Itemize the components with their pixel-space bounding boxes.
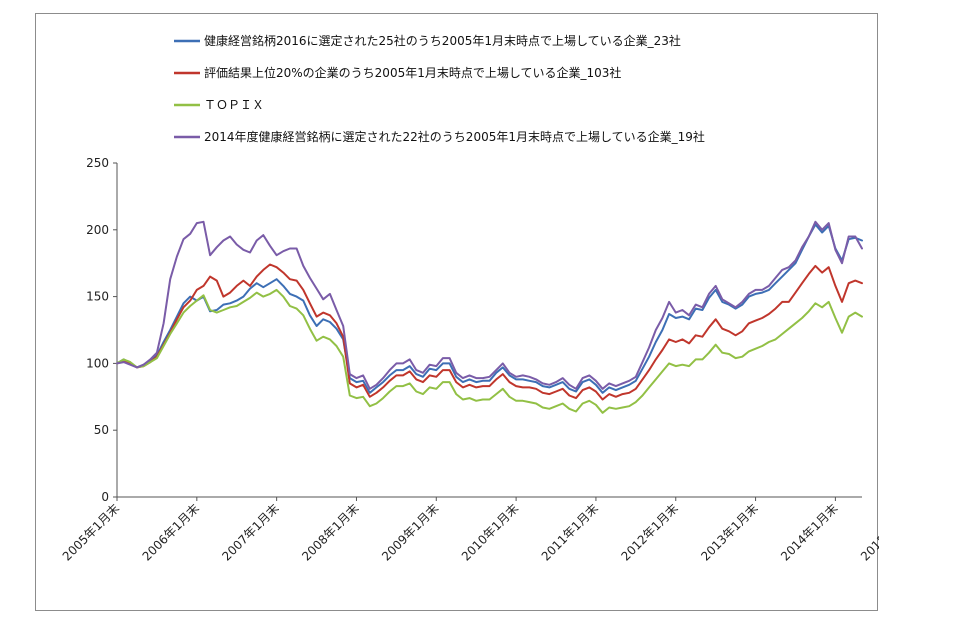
- series-line-1: [116, 223, 863, 394]
- legend-item-1: 健康経営銘柄2016に選定された25社のうち2005年1月末時点で上場している企…: [174, 33, 681, 48]
- legend-label: 2014年度健康経営銘柄に選定された22社のうち2005年1月末時点で上場してい…: [204, 129, 705, 144]
- x-tick-label: 2012年1月末: [619, 501, 681, 563]
- x-tick-label: 2011年1月末: [539, 501, 601, 563]
- series-line-4: [116, 220, 863, 390]
- x-tick-label: 2010年1月末: [459, 501, 521, 563]
- x-tick-label: 2007年1月末: [219, 501, 281, 563]
- legend: 健康経営銘柄2016に選定された25社のうち2005年1月末時点で上場している企…: [174, 33, 705, 144]
- y-tick-label: 50: [94, 423, 109, 437]
- y-tick-label: 250: [86, 156, 109, 170]
- y-tick-label: 150: [86, 290, 109, 304]
- legend-item-4: 2014年度健康経営銘柄に選定された22社のうち2005年1月末時点で上場してい…: [174, 129, 705, 144]
- x-tick-label: 2014年1月末: [778, 501, 840, 563]
- y-tick-label: 200: [86, 223, 109, 237]
- x-tick-label: 2015年1月末: [858, 501, 879, 563]
- x-tick-label: 2009年1月末: [379, 501, 441, 563]
- x-ticks: 2005年1月末 2006年1月末 2007年1月末 2008年1月末 2009年1月末…: [60, 497, 879, 564]
- axes: [116, 163, 862, 498]
- y-ticks: 0 50 100 150 200 250: [86, 156, 117, 504]
- legend-label: 評価結果上位20%の企業のうち2005年1月末時点で上場している企業_103社: [204, 65, 621, 80]
- legend-item-2: 評価結果上位20%の企業のうち2005年1月末時点で上場している企業_103社: [174, 65, 621, 80]
- legend-item-3: ＴＯＰＩＸ: [174, 98, 264, 112]
- line-chart: 健康経営銘柄2016に選定された25社のうち2005年1月末時点で上場している企…: [60, 33, 879, 564]
- chart-frame: 健康経営銘柄2016に選定された25社のうち2005年1月末時点で上場している企…: [35, 13, 879, 611]
- x-tick-label: 2008年1月末: [299, 501, 361, 563]
- plot-area: [116, 220, 863, 414]
- y-tick-label: 0: [101, 490, 109, 504]
- legend-label: ＴＯＰＩＸ: [204, 98, 264, 112]
- y-tick-label: 100: [86, 356, 109, 370]
- x-tick-label: 2005年1月末: [60, 501, 122, 563]
- legend-label: 健康経営銘柄2016に選定された25社のうち2005年1月末時点で上場している企…: [204, 33, 681, 48]
- series-line-2: [116, 263, 863, 401]
- x-tick-label: 2013年1月末: [698, 501, 760, 563]
- x-tick-label: 2006年1月末: [140, 501, 202, 563]
- series-line-3: [116, 288, 863, 414]
